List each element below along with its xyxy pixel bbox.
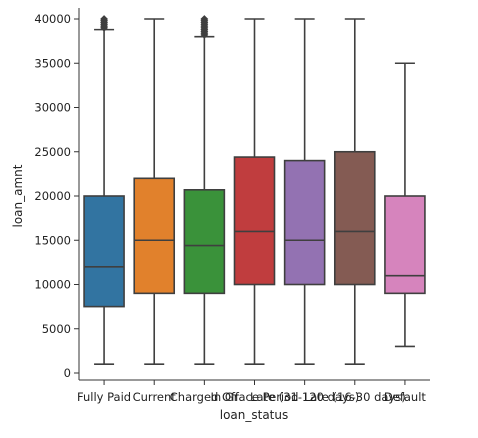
box-group — [283, 18, 326, 365]
x-axis-label: loan_status — [220, 408, 289, 422]
y-axis-label: loan_amnt — [11, 164, 25, 227]
plot-area — [83, 15, 426, 365]
box-iqr — [384, 195, 426, 295]
box-iqr — [283, 159, 326, 286]
box-group — [333, 18, 376, 365]
box-iqr — [83, 195, 125, 308]
box-group — [133, 18, 176, 365]
x-tick-label: Late (16-30 days) — [304, 390, 406, 404]
box-group — [384, 62, 426, 348]
box-iqr — [183, 189, 226, 295]
x-tick-label: Default — [384, 390, 427, 404]
box-iqr — [233, 156, 276, 286]
y-tick-label: 5000 — [42, 322, 71, 336]
y-tick-label: 0 — [64, 366, 71, 380]
y-axis-ticks: 0 5000 10000 15000 20000 25000 30000 35000 40000 — [34, 12, 79, 380]
x-tick-label: In Grace Period — [211, 390, 299, 404]
box-iqr — [333, 150, 376, 286]
y-tick-label: 35000 — [34, 56, 71, 70]
y-tick-label: 30000 — [34, 101, 71, 115]
x-tick-label: Current — [133, 390, 177, 404]
y-tick-label: 20000 — [34, 189, 71, 203]
y-tick-label: 10000 — [34, 278, 71, 292]
outlier-point — [200, 15, 209, 23]
box-iqr — [133, 177, 176, 295]
x-tick-label: Late (31-120 days) — [250, 390, 359, 404]
y-tick-label: 25000 — [34, 145, 71, 159]
outlier-point — [100, 15, 108, 23]
x-tick-label: Fully Paid — [77, 390, 131, 404]
x-tick-label: Charged Off — [170, 390, 240, 404]
y-tick-label: 15000 — [34, 233, 71, 247]
box-group — [83, 15, 125, 365]
y-tick-label: 40000 — [34, 12, 71, 26]
box-group — [183, 15, 226, 365]
box-group — [233, 18, 276, 365]
